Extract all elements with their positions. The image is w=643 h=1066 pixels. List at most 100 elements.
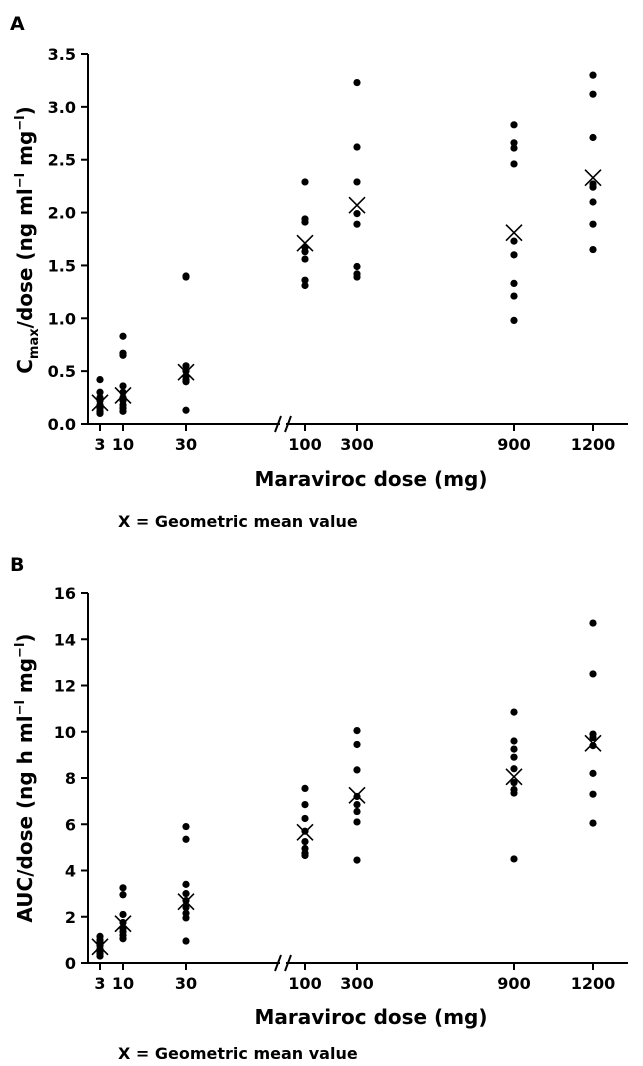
axes-a (81, 53, 628, 433)
data-point (510, 279, 518, 287)
data-point (589, 183, 597, 191)
panel-b-auc: B AUC/dose (ng h ml−l mg−l) 024681012141… (10, 554, 628, 1063)
y-tick-label: 2.0 (48, 204, 76, 223)
axis-break-mark (274, 954, 282, 972)
y-axis-title-span: ) (13, 106, 37, 115)
data-point (119, 332, 127, 340)
geometric-mean-marker (505, 224, 523, 242)
y-tick-label: 0.0 (48, 415, 76, 434)
data-point (510, 139, 518, 147)
data-point (301, 827, 309, 835)
x-tick-label: 900 (497, 435, 530, 454)
tick-labels-b: 0 2 4 6 8 10 12 14 16 3 10 30 100 300 900 1200 (54, 584, 616, 993)
data-point (589, 790, 597, 798)
data-point (589, 220, 597, 228)
data-point (353, 262, 361, 271)
data-point (301, 784, 309, 793)
y-tick-label: 3.5 (48, 45, 76, 64)
y-axis-title-span: ) (13, 633, 37, 642)
data-point (182, 890, 190, 898)
data-point (353, 220, 361, 228)
geometric-mean-marker (91, 394, 109, 412)
geometric-mean-marker-stroke (584, 734, 602, 752)
y-axis-title-span: C (13, 359, 37, 374)
geometric-mean-marker (296, 823, 314, 841)
data-point (589, 71, 597, 79)
x-tick-label: 1200 (571, 974, 616, 993)
data-point (589, 670, 597, 678)
geometric-mean-marker-stroke (584, 169, 602, 187)
data-point (182, 378, 190, 386)
y-tick-label: 4 (65, 862, 76, 881)
x-tick-label: 1200 (571, 435, 616, 454)
geometric-mean-marker (91, 938, 109, 956)
data-point (353, 726, 361, 735)
data-point (301, 837, 309, 846)
data-point (182, 273, 190, 281)
data-point (119, 351, 127, 359)
x-tick-label: 10 (112, 435, 134, 454)
y-axis-title-span: −l (13, 173, 28, 188)
data-point (301, 800, 309, 809)
geometric-mean-marker-stroke (177, 363, 195, 381)
data-point (182, 903, 190, 912)
geometric-mean-marker-stroke (296, 823, 314, 841)
y-tick-label: 8 (65, 769, 76, 788)
y-axis-title-span: −l (13, 115, 28, 130)
data-point (353, 273, 361, 281)
y-axis-title-span: AUC/dose (ng h ml (13, 715, 37, 922)
data-point (353, 766, 361, 774)
data-point (182, 835, 190, 843)
data-point (353, 210, 361, 218)
x-tick-label: 3 (94, 974, 105, 993)
data-point (353, 807, 361, 816)
data-point (301, 851, 309, 860)
geometric-mean-marker-stroke (505, 768, 523, 786)
data-points-a (91, 71, 602, 418)
geometric-mean-marker (584, 734, 602, 752)
y-axis-title-span: mg (13, 658, 37, 700)
x-axis-title-a: Maraviroc dose (mg) (255, 467, 488, 491)
geometric-mean-marker-stroke (91, 394, 109, 412)
geometric-mean-marker (505, 768, 523, 786)
geometric-mean-marker-stroke (114, 915, 132, 933)
x-tick-label: 100 (288, 435, 321, 454)
data-points-b (91, 619, 602, 960)
data-point (119, 884, 127, 892)
y-tick-label: 10 (54, 723, 76, 742)
axis-break-mark (274, 415, 282, 433)
geometric-mean-marker (296, 234, 314, 252)
geometric-mean-marker (177, 363, 195, 381)
y-tick-label: 16 (54, 584, 76, 603)
legend-note-a: X = Geometric mean value (118, 512, 358, 531)
axes-b (81, 592, 628, 972)
geometric-mean-marker-stroke (114, 386, 132, 405)
y-axis-title-span: −l (13, 643, 28, 658)
y-tick-label: 1.0 (48, 309, 76, 328)
y-axis-title-span: mg (13, 131, 37, 173)
data-point (119, 918, 127, 927)
geometric-mean-marker (114, 386, 132, 405)
geometric-mean-marker-stroke (296, 234, 314, 252)
data-point (589, 619, 597, 627)
x-tick-label: 300 (340, 974, 373, 993)
axis-break-mark (284, 954, 292, 972)
y-axis-title-text: AUC/dose (ng h ml−l mg−l) (13, 633, 37, 922)
data-point (510, 144, 518, 152)
data-point (510, 753, 518, 761)
data-point (510, 855, 518, 863)
panel-a-cmax: A Cmax/dose (ng ml−l mg−l) 0.00.51.01.52… (10, 13, 628, 531)
x-tick-label: 30 (175, 435, 197, 454)
x-tick-label: 900 (497, 974, 530, 993)
data-point (510, 708, 518, 716)
panel-label-b: B (10, 554, 24, 576)
data-point (510, 316, 518, 324)
data-point (301, 178, 309, 186)
y-tick-label: 2 (65, 908, 76, 927)
data-point (353, 740, 361, 749)
data-point (510, 789, 518, 797)
geometric-mean-marker (348, 786, 366, 804)
panel-label-a: A (10, 13, 25, 35)
data-point (589, 198, 597, 206)
